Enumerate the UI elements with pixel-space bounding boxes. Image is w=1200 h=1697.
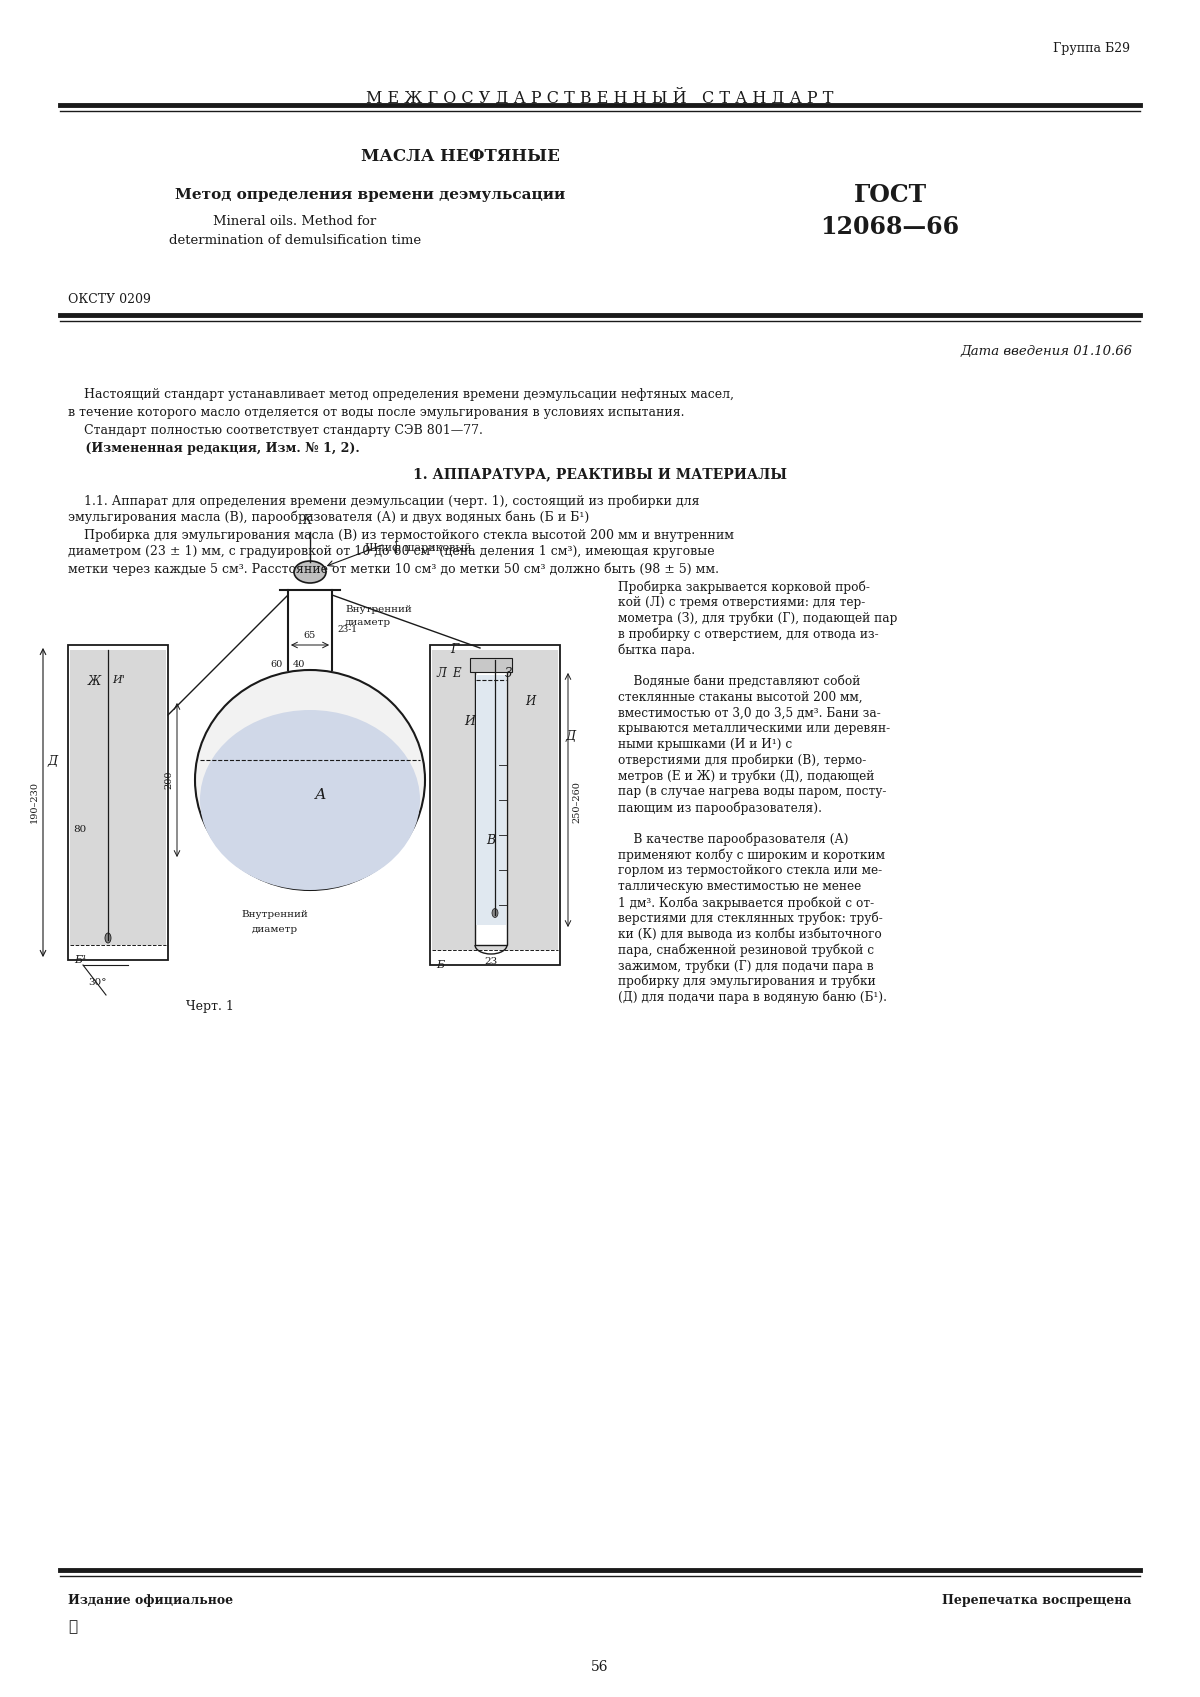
Text: Пробирка закрывается корковой проб-: Пробирка закрывается корковой проб- xyxy=(618,580,870,594)
Text: 1.1. Аппарат для определения времени деэмульсации (черт. 1), состоящий из пробир: 1.1. Аппарат для определения времени деэ… xyxy=(68,494,700,507)
Text: В качестве парообразователя (А): В качестве парообразователя (А) xyxy=(618,833,848,847)
Text: Издание официальное: Издание официальное xyxy=(68,1593,233,1607)
Text: диаметр: диаметр xyxy=(252,925,298,933)
Text: Б¹: Б¹ xyxy=(74,955,86,966)
Text: МАСЛА НЕФТЯНЫЕ: МАСЛА НЕФТЯНЫЕ xyxy=(360,148,559,165)
Text: стеклянные стаканы высотой 200 мм,: стеклянные стаканы высотой 200 мм, xyxy=(618,691,863,704)
Text: ★: ★ xyxy=(68,1621,77,1634)
Text: Группа Б29: Группа Б29 xyxy=(1054,42,1130,54)
Text: Водяные бани представляют собой: Водяные бани представляют собой xyxy=(618,675,860,689)
Ellipse shape xyxy=(492,908,498,918)
Text: 56: 56 xyxy=(592,1660,608,1673)
Text: пробирку для эмульгирования и трубки: пробирку для эмульгирования и трубки xyxy=(618,976,876,988)
Text: (Измененная редакция, Изм. № 1, 2).: (Измененная редакция, Изм. № 1, 2). xyxy=(68,441,360,455)
Text: ки (К) для вывода из колбы избыточного: ки (К) для вывода из колбы избыточного xyxy=(618,928,882,940)
Bar xyxy=(470,658,512,672)
Text: мометра (З), для трубки (Г), подающей пар: мометра (З), для трубки (Г), подающей па… xyxy=(618,611,898,624)
Text: метров (Е и Ж) и трубки (Д), подающей: метров (Е и Ж) и трубки (Д), подающей xyxy=(618,770,875,782)
Ellipse shape xyxy=(194,670,425,889)
Text: диаметр: диаметр xyxy=(346,618,391,626)
Bar xyxy=(432,650,558,950)
Text: 80: 80 xyxy=(73,825,86,833)
Ellipse shape xyxy=(294,562,326,584)
Text: (Д) для подачи пара в водяную баню (Б¹).: (Д) для подачи пара в водяную баню (Б¹). xyxy=(618,991,887,1005)
Text: 200: 200 xyxy=(164,770,173,789)
Text: Е: Е xyxy=(452,667,461,680)
Text: Пробирка для эмульгирования масла (В) из термостойкого стекла высотой 200 мм и в: Пробирка для эмульгирования масла (В) из… xyxy=(68,528,734,541)
Text: эмульгирования масла (В), парообразователя (А) и двух водяных бань (Б и Б¹): эмульгирования масла (В), парообразовате… xyxy=(68,511,589,524)
Text: 65: 65 xyxy=(304,631,316,640)
Text: Черт. 1: Черт. 1 xyxy=(186,1000,234,1013)
Text: Г: Г xyxy=(450,643,458,657)
Text: 1. АППАРАТУРА, РЕАКТИВЫ И МАТЕРИАЛЫ: 1. АППАРАТУРА, РЕАКТИВЫ И МАТЕРИАЛЫ xyxy=(413,467,787,480)
Text: К: К xyxy=(302,514,312,528)
Text: Настоящий стандарт устанавливает метод определения времени деэмульсации нефтяных: Настоящий стандарт устанавливает метод о… xyxy=(68,389,734,400)
Text: пар (в случае нагрева воды паром, посту-: пар (в случае нагрева воды паром, посту- xyxy=(618,786,887,798)
Text: 250–260: 250–260 xyxy=(572,781,581,823)
Text: Д: Д xyxy=(48,755,58,769)
Text: таллическую вместимостью не менее: таллическую вместимостью не менее xyxy=(618,881,862,893)
Ellipse shape xyxy=(106,933,112,944)
Text: в течение которого масло отделяется от воды после эмульгирования в условиях испы: в течение которого масло отделяется от в… xyxy=(68,406,684,419)
Text: determination of demulsification time: determination of demulsification time xyxy=(169,234,421,248)
Text: 23: 23 xyxy=(485,957,498,966)
Text: Л: Л xyxy=(436,667,445,680)
Text: 190–230: 190–230 xyxy=(30,781,38,823)
Text: 30°: 30° xyxy=(88,977,107,988)
Text: Шлиф шариковый: Шлиф шариковый xyxy=(365,541,472,553)
Text: вместимостью от 3,0 до 3,5 дм³. Бани за-: вместимостью от 3,0 до 3,5 дм³. Бани за- xyxy=(618,706,881,720)
Text: Внутренний: Внутренний xyxy=(346,606,412,614)
Text: метки через каждые 5 см³. Расстояние от метки 10 см³ до метки 50 см³ должно быть: метки через каждые 5 см³. Расстояние от … xyxy=(68,562,719,575)
Text: 12068—66: 12068—66 xyxy=(821,216,960,239)
Bar xyxy=(475,660,508,945)
Ellipse shape xyxy=(200,709,420,889)
Text: Д: Д xyxy=(565,730,575,743)
Bar xyxy=(70,650,166,945)
Text: Mineral oils. Method for: Mineral oils. Method for xyxy=(214,216,377,227)
Text: горлом из термостойкого стекла или ме-: горлом из термостойкого стекла или ме- xyxy=(618,864,882,877)
Text: пающим из парообразователя).: пающим из парообразователя). xyxy=(618,801,822,815)
Text: ОКСТУ 0209: ОКСТУ 0209 xyxy=(68,294,151,305)
Text: М Е Ж Г О С У Д А Р С Т В Е Н Н Ы Й   С Т А Н Д А Р Т: М Е Ж Г О С У Д А Р С Т В Е Н Н Ы Й С Т … xyxy=(366,88,834,107)
Text: бытка пара.: бытка пара. xyxy=(618,643,695,657)
Text: диаметром (23 ± 1) мм, с градуировкой от 10 до 60 см³ (цена деления 1 см³), имею: диаметром (23 ± 1) мм, с градуировкой от… xyxy=(68,545,715,558)
Text: ГОСТ: ГОСТ xyxy=(853,183,926,207)
Text: отверстиями для пробирки (В), термо-: отверстиями для пробирки (В), термо- xyxy=(618,753,866,767)
Text: пара, снабженной резиновой трубкой с: пара, снабженной резиновой трубкой с xyxy=(618,944,874,957)
Text: И: И xyxy=(526,696,535,708)
Text: Б: Б xyxy=(436,961,444,971)
Text: 1 дм³. Колба закрывается пробкой с от-: 1 дм³. Колба закрывается пробкой с от- xyxy=(618,896,874,910)
Text: Перепечатка воспрещена: Перепечатка воспрещена xyxy=(942,1593,1132,1607)
Text: применяют колбу с широким и коротким: применяют колбу с широким и коротким xyxy=(618,848,886,862)
Text: ными крышками (И и И¹) с: ными крышками (И и И¹) с xyxy=(618,738,792,752)
Text: И: И xyxy=(464,714,475,728)
Text: Метод определения времени деэмульсации: Метод определения времени деэмульсации xyxy=(175,188,565,202)
Bar xyxy=(430,645,560,966)
Text: 60: 60 xyxy=(270,660,282,669)
Text: 23-1: 23-1 xyxy=(337,624,358,635)
Text: крываются металлическими или деревян-: крываются металлическими или деревян- xyxy=(618,723,890,735)
Text: Внутренний: Внутренний xyxy=(241,910,308,920)
Text: Стандарт полностью соответствует стандарту СЭВ 801—77.: Стандарт полностью соответствует стандар… xyxy=(68,424,482,438)
Bar xyxy=(68,645,168,961)
Text: кой (Л) с тремя отверстиями: для тер-: кой (Л) с тремя отверстиями: для тер- xyxy=(618,596,865,609)
Text: Ж: Ж xyxy=(88,675,101,687)
Text: З: З xyxy=(505,667,512,680)
Text: верстиями для стеклянных трубок: труб-: верстиями для стеклянных трубок: труб- xyxy=(618,911,883,925)
Text: В: В xyxy=(486,833,496,847)
Text: Дата введения 01.10.66: Дата введения 01.10.66 xyxy=(960,344,1132,358)
Text: 40: 40 xyxy=(293,660,305,669)
Text: И': И' xyxy=(112,675,125,686)
Text: в пробирку с отверстием, для отвода из-: в пробирку с отверстием, для отвода из- xyxy=(618,628,878,641)
Text: зажимом, трубки (Г) для подачи пара в: зажимом, трубки (Г) для подачи пара в xyxy=(618,959,874,972)
Bar xyxy=(476,675,506,925)
Text: А: А xyxy=(314,787,326,803)
